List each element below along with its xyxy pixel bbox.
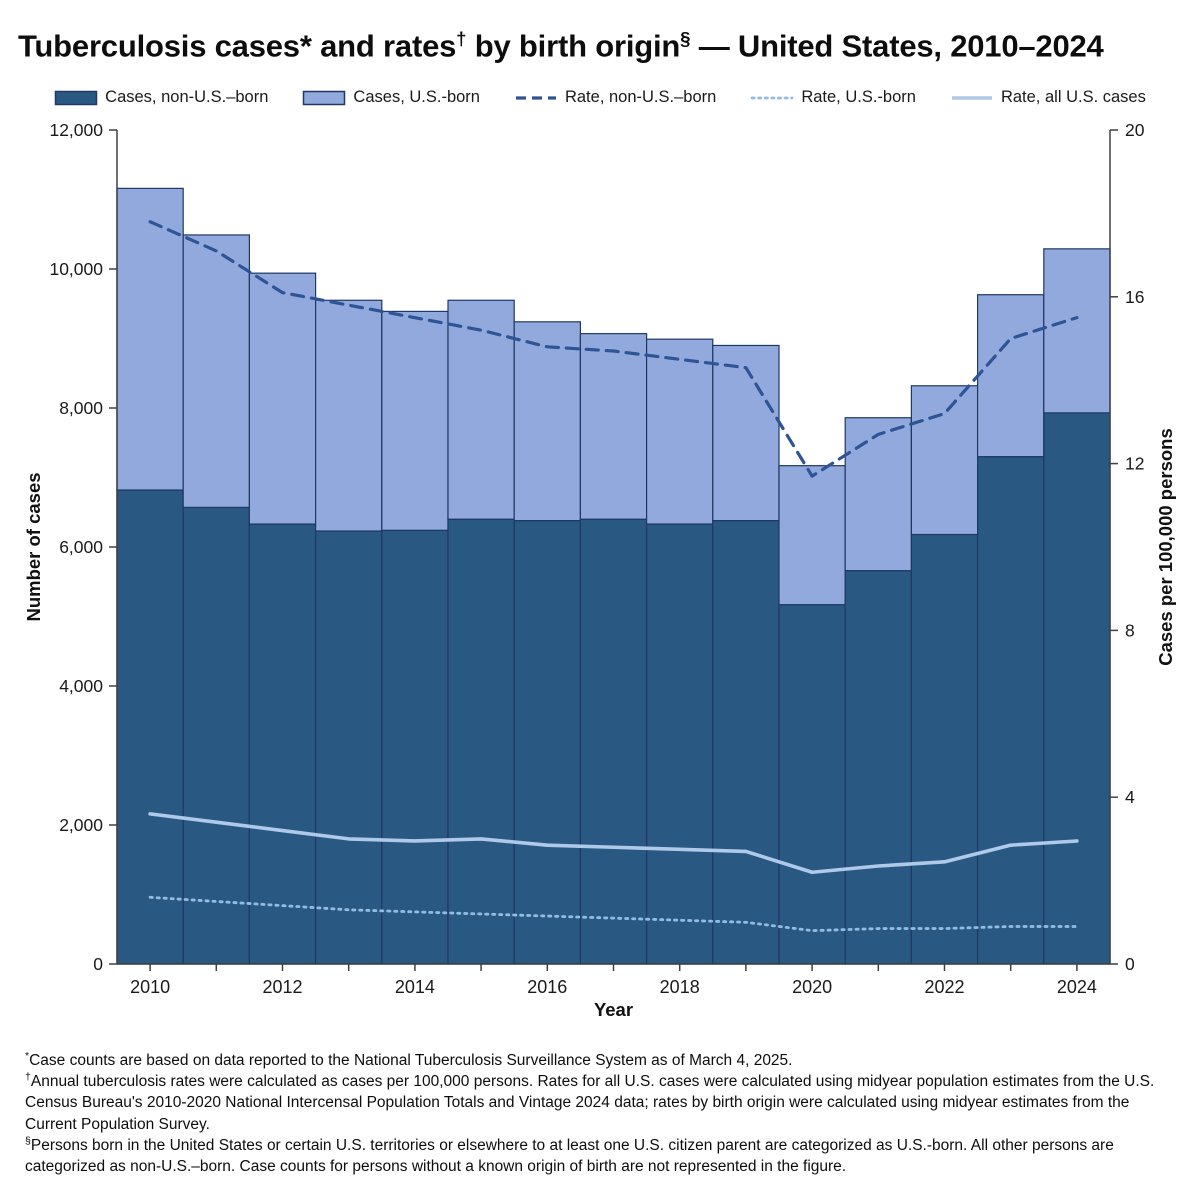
legend-label: Rate, all U.S. cases	[1000, 88, 1146, 106]
right-axis-title: Cases per 100,000 persons	[1155, 428, 1176, 666]
x-axis-tick-label: 2014	[395, 977, 435, 997]
footnote-marker: †	[25, 1071, 31, 1084]
bar-non-us-born-2018	[645, 523, 714, 965]
legend-swatch-dashed-line-icon	[514, 90, 558, 106]
bar-non-us-born-2012	[248, 523, 317, 965]
bar-us-born-2015	[447, 299, 515, 520]
bar-non-us-born-2013	[315, 530, 383, 965]
bar-us-born-2020	[778, 465, 846, 606]
left-axis-tick-label: 0	[93, 954, 103, 974]
bar-us-born-2019	[712, 344, 780, 522]
footnote-marker: §	[25, 1134, 31, 1147]
footnotes: *Case counts are based on data reported …	[25, 1050, 1170, 1177]
bar-us-born-2017	[579, 333, 648, 520]
legend-swatch-rect	[54, 90, 98, 105]
axes-group	[116, 130, 1111, 965]
bar-us-born-2013	[315, 299, 383, 532]
bar-non-us-born-2020	[778, 604, 846, 965]
bar-us-born-2014	[381, 310, 449, 531]
footnote-section: §Persons born in the United States or ce…	[25, 1134, 1114, 1176]
x-axis-tick-label: 2018	[660, 977, 700, 997]
x-axis-tick-label: 2012	[262, 977, 302, 997]
bar-us-born-2024	[1043, 248, 1111, 414]
footnote-dagger: †Annual tuberculosis rates were calculat…	[25, 1071, 1155, 1133]
legend-label: Rate, U.S.-born	[801, 88, 916, 106]
bar-us-born-2011	[182, 234, 250, 508]
bar-non-us-born-2022	[910, 533, 979, 965]
legend-swatch-bar-dark-icon	[54, 90, 98, 106]
right-axis-tick-label: 4	[1125, 787, 1135, 807]
left-axis-tick-label: 6,000	[59, 537, 103, 557]
bar-non-us-born-2011	[182, 506, 250, 965]
left-axis-tick-label: 10,000	[49, 259, 103, 279]
bar-us-born-2010	[116, 187, 184, 491]
legend-label: Cases, U.S.-born	[353, 88, 480, 106]
legend-label: Cases, non-U.S.–born	[105, 88, 269, 106]
chart-legend: Cases, non-U.S.–born Cases, U.S.-born Ra…	[0, 88, 1200, 107]
bar-us-born-2023	[976, 294, 1045, 458]
left-axis-title: Number of cases	[23, 472, 44, 621]
legend-swatch-dotted-line-icon	[750, 90, 794, 106]
x-axis-tick-label: 2020	[792, 977, 832, 997]
legend-swatch-bar-light-icon	[302, 90, 346, 106]
left-axis-tick-label: 2,000	[59, 815, 103, 835]
x-axis-tick-label: 2016	[527, 977, 567, 997]
bar-non-us-born-2024	[1043, 412, 1111, 965]
legend-item-rate-us-born: Rate, U.S.-born	[750, 88, 916, 107]
page-title: Tuberculosis cases* and rates† by birth …	[18, 28, 1104, 64]
x-axis-tick-label: 2024	[1057, 977, 1097, 997]
tick-labels-group: 0 2,000 4,000 6,000 8,000 10,000 12,000 0 4 8 12 16…	[49, 120, 1144, 997]
bar-non-us-born-2019	[712, 519, 780, 965]
bar-non-us-born-2010	[116, 489, 184, 965]
bar-us-born-2018	[645, 338, 714, 525]
bar-non-us-born-2016	[513, 519, 582, 965]
right-axis-tick-label: 20	[1125, 120, 1145, 140]
title-section-superscript: §	[680, 28, 691, 49]
legend-swatch-rect	[303, 90, 346, 105]
bar-non-us-born-2014	[381, 529, 449, 965]
right-axis-tick-label: 16	[1125, 287, 1144, 307]
rate-line-dashed	[148, 220, 1079, 478]
x-axis-tick-label: 2022	[924, 977, 964, 997]
legend-item-rate-non-us-born: Rate, non-U.S.–born	[514, 88, 716, 107]
footnote-asterisk: *Case counts are based on data reported …	[25, 1049, 793, 1069]
legend-item-cases-us-born: Cases, U.S.-born	[302, 88, 480, 107]
bar-non-us-born-2023	[976, 456, 1045, 965]
bar-non-us-born-2017	[579, 518, 648, 965]
title-dagger-superscript: †	[456, 28, 467, 49]
footnote-marker: *	[25, 1049, 30, 1062]
x-axis-tick-label: 2010	[130, 977, 170, 997]
bars-group	[116, 187, 1111, 965]
right-axis-tick-label: 0	[1125, 954, 1135, 974]
legend-item-rate-all-us: Rate, all U.S. cases	[950, 88, 1146, 107]
bar-us-born-2022	[910, 385, 979, 536]
legend-label: Rate, non-U.S.–born	[564, 88, 717, 106]
left-axis-tick-label: 12,000	[49, 120, 103, 140]
rate-line-dotted	[148, 895, 1079, 933]
legend-swatch-solid-line-icon	[950, 90, 994, 106]
bar-non-us-born-2015	[447, 518, 515, 965]
x-axis-title: Year	[594, 999, 633, 1020]
left-axis-tick-label: 8,000	[59, 398, 103, 418]
left-axis-tick-label: 4,000	[59, 676, 103, 696]
chart-canvas: 0 2,000 4,000 6,000 8,000 10,000 12,000 0 4 8 12 16…	[23, 120, 1176, 1020]
bar-us-born-2016	[513, 321, 582, 522]
legend-item-cases-non-us-born: Cases, non-U.S.–born	[54, 88, 268, 107]
rate-line-solid	[148, 812, 1079, 875]
bar-non-us-born-2021	[844, 570, 913, 965]
bar-us-born-2021	[844, 417, 913, 572]
bar-us-born-2012	[248, 272, 317, 525]
right-axis-tick-label: 8	[1125, 620, 1135, 640]
right-axis-tick-label: 12	[1125, 454, 1144, 474]
